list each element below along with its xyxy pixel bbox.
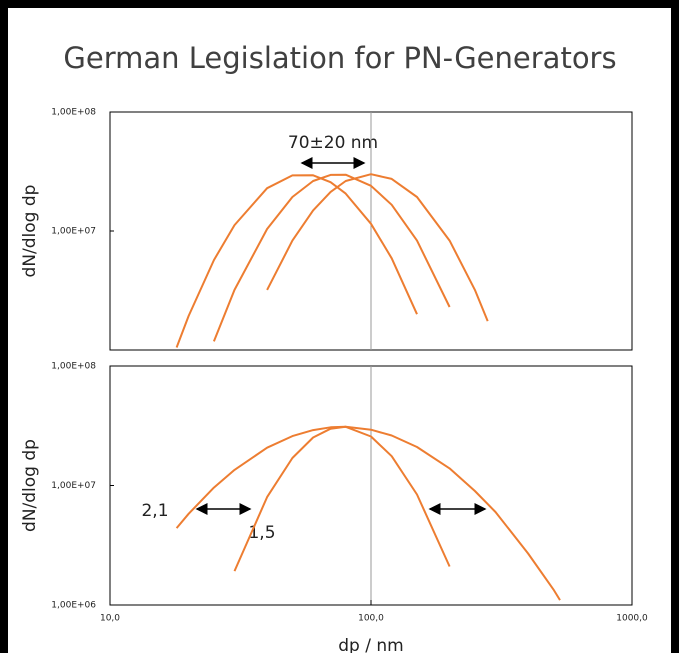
x-axis-label: dp / nm [338,636,403,653]
annotation: 70±20 nm [288,133,378,153]
slide-background [8,8,671,653]
series-line [266,173,489,322]
y-axis-label: dN/dlog dp [20,185,40,278]
series-line [175,425,561,601]
y-axis-label: dN/dlog dp [20,439,40,532]
y-tick-label: 1,00E+07 [51,227,96,237]
series-line [233,425,451,572]
x-tick-label: 10,0 [100,614,120,624]
curve-label: 1,5 [248,523,275,543]
series-line [175,174,418,348]
y-tick-label: 1,00E+08 [51,362,96,372]
series-line [212,173,451,342]
y-tick-label: 1,00E+06 [51,601,96,611]
y-tick-label: 1,00E+08 [51,108,96,118]
y-tick-label: 1,00E+07 [51,481,96,491]
x-tick-label: 100,0 [358,614,384,624]
slide-title: German Legislation for PN-Generators [63,41,616,75]
x-tick-label: 1000,0 [616,614,648,624]
curve-label: 2,1 [141,501,168,521]
